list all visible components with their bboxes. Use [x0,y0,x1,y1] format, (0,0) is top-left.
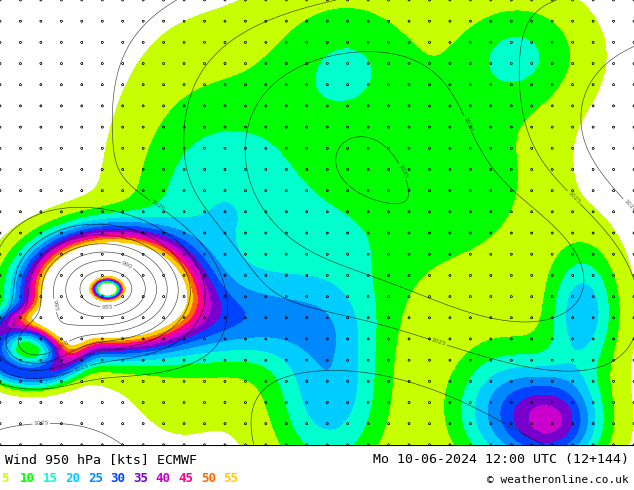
Text: 40: 40 [156,471,171,485]
Text: 1020: 1020 [622,198,634,213]
Text: 1035: 1035 [398,163,408,180]
Text: 10: 10 [20,471,35,485]
Text: Mo 10-06-2024 12:00 UTC (12+144): Mo 10-06-2024 12:00 UTC (12+144) [373,453,629,466]
Text: 1015: 1015 [73,364,89,373]
Text: 1010: 1010 [95,347,112,355]
Text: 1005: 1005 [10,313,23,328]
Text: 1000: 1000 [54,340,70,352]
Text: 25: 25 [88,471,103,485]
Text: 1025: 1025 [34,421,49,426]
Text: 1025: 1025 [430,338,447,347]
Text: 15: 15 [42,471,58,485]
Text: 20: 20 [65,471,81,485]
Text: 1020: 1020 [150,199,165,212]
Text: 30: 30 [110,471,126,485]
Text: 1030: 1030 [462,116,474,132]
Text: 35: 35 [133,471,148,485]
Text: Wind 950 hPa [kts] ECMWF: Wind 950 hPa [kts] ECMWF [5,453,197,466]
Text: 60: 60 [246,471,261,485]
Text: 50: 50 [201,471,216,485]
Text: 990: 990 [120,260,134,270]
Text: 995: 995 [51,299,58,312]
Text: 985: 985 [101,304,113,310]
Text: © weatheronline.co.uk: © weatheronline.co.uk [487,475,629,485]
Text: 1025: 1025 [566,190,581,205]
Text: 55: 55 [224,471,238,485]
Text: 1020: 1020 [505,422,521,434]
Text: 5: 5 [1,471,9,485]
Text: 45: 45 [178,471,193,485]
